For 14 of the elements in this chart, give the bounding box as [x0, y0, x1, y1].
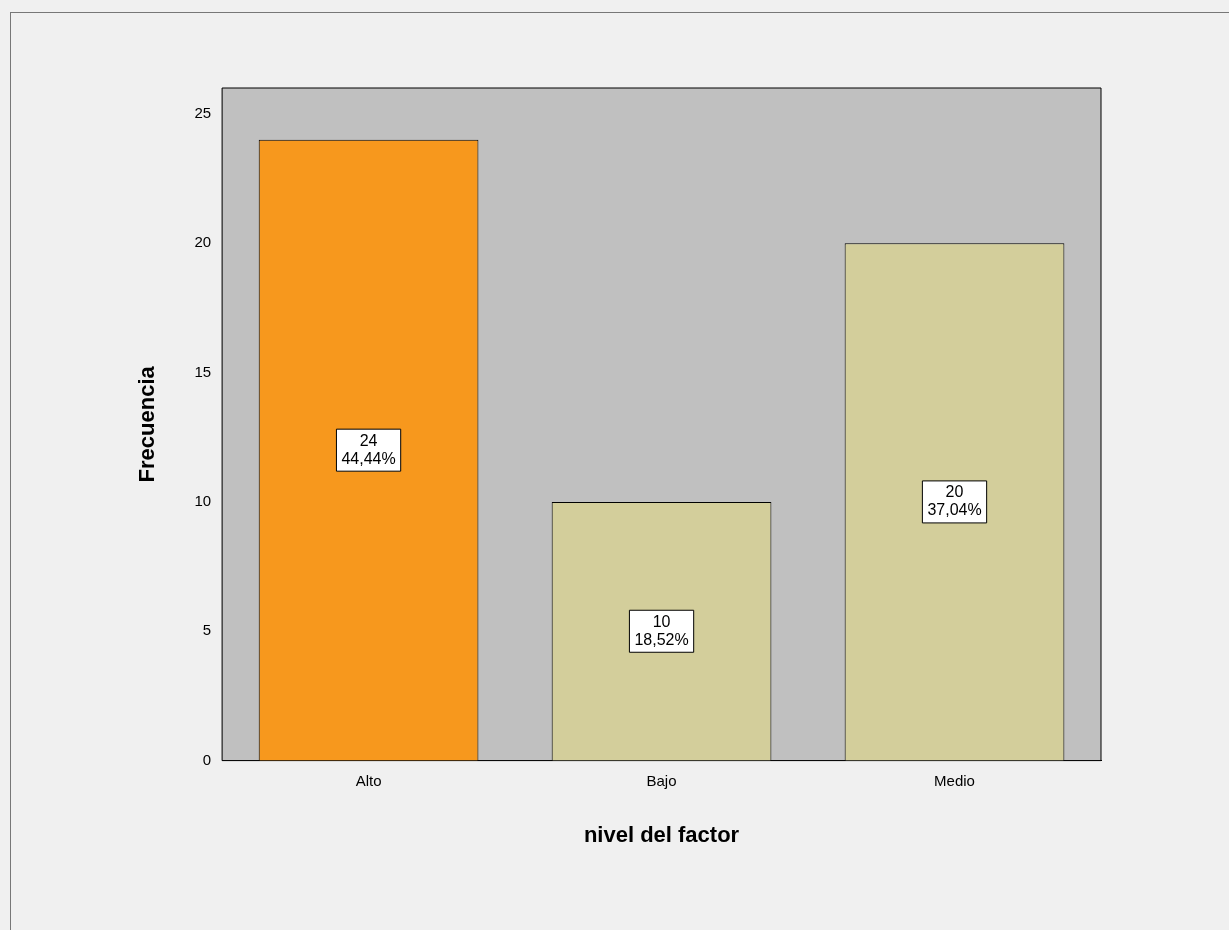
- y-tick-label: 5: [202, 621, 212, 639]
- x-axis-title: nivel del factor: [583, 821, 740, 847]
- y-axis-title: Frecuencia: [134, 365, 160, 483]
- y-tick-label: 0: [202, 750, 212, 768]
- y-tick-label: 20: [194, 233, 212, 251]
- data-label: 20 37,04%: [927, 483, 982, 519]
- data-label: 10 18,52%: [634, 612, 689, 648]
- y-tick-label: 15: [194, 362, 212, 380]
- y-tick-label: 25: [194, 104, 212, 122]
- y-tick-label: 10: [194, 492, 212, 510]
- data-label: 24 44,44%: [341, 431, 396, 467]
- x-tick-label: Medio: [934, 771, 975, 789]
- x-tick-label: Alto: [355, 771, 382, 789]
- x-tick-label: Bajo: [646, 771, 677, 789]
